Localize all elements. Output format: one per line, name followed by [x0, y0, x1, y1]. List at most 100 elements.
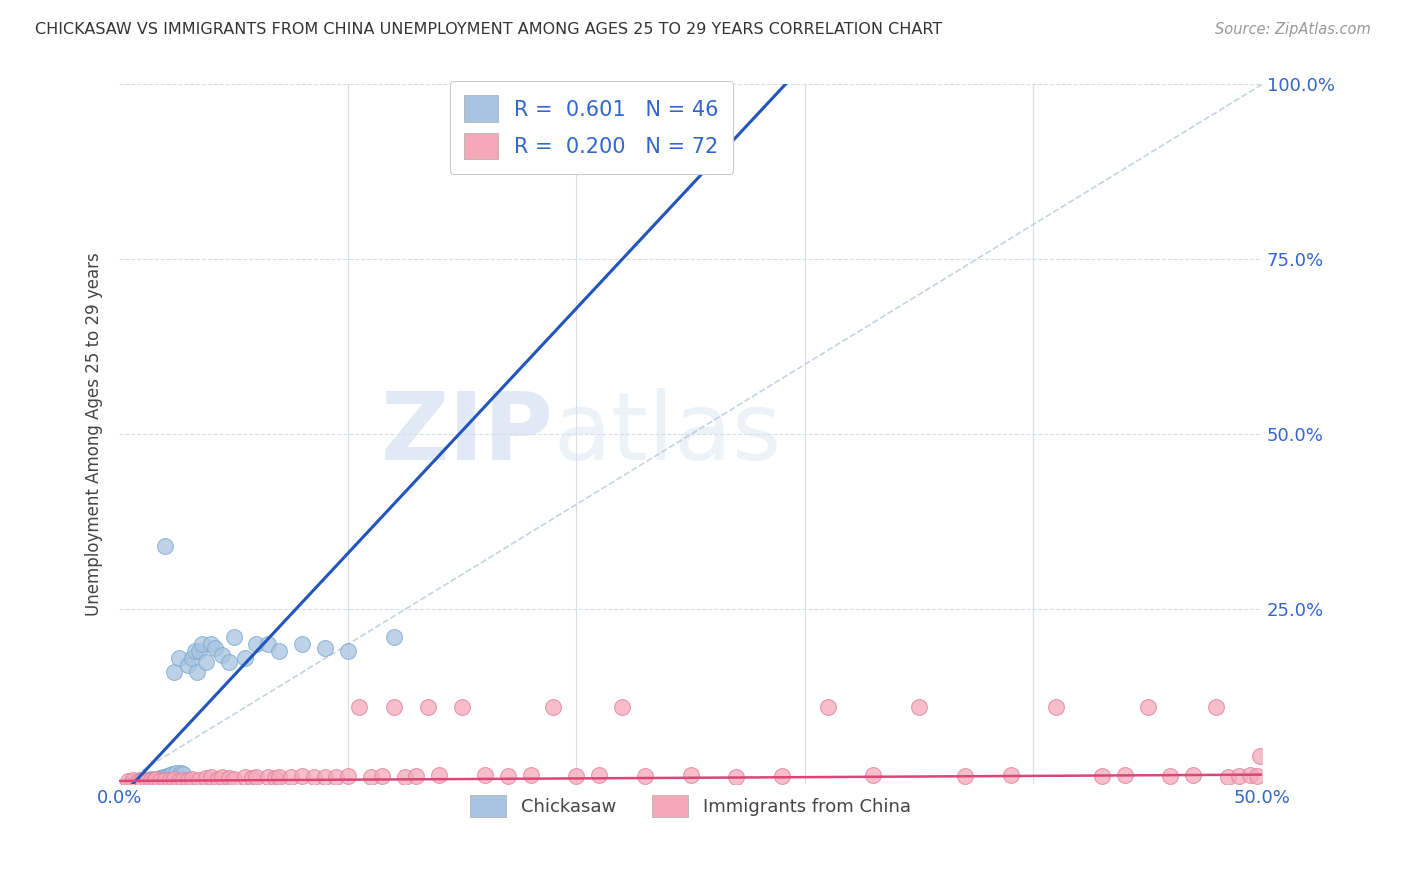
Point	[127, 774, 149, 789]
Point	[156, 769, 179, 783]
Point	[360, 770, 382, 784]
Point	[245, 770, 267, 784]
Point	[181, 772, 204, 786]
Point	[120, 774, 142, 789]
Y-axis label: Unemployment Among Ages 25 to 29 years: Unemployment Among Ages 25 to 29 years	[86, 252, 103, 616]
Point	[172, 772, 194, 787]
Point	[269, 644, 291, 658]
Point	[142, 773, 165, 788]
Point	[211, 771, 233, 785]
Point	[1114, 768, 1136, 782]
Point	[127, 773, 149, 788]
Point	[188, 644, 211, 658]
Point	[163, 665, 186, 680]
Text: atlas: atlas	[554, 388, 782, 481]
Point	[862, 768, 884, 782]
Point	[167, 773, 190, 788]
Point	[1045, 700, 1067, 714]
Point	[263, 771, 285, 785]
Point	[256, 771, 278, 785]
Point	[382, 700, 405, 714]
Point	[427, 768, 450, 782]
Point	[302, 771, 325, 785]
Point	[146, 772, 169, 786]
Point	[347, 700, 370, 714]
Point	[181, 651, 204, 665]
Point	[172, 767, 194, 781]
Point	[405, 769, 427, 783]
Point	[124, 775, 146, 789]
Point	[222, 772, 245, 786]
Point	[142, 773, 165, 788]
Point	[200, 771, 222, 785]
Point	[543, 700, 565, 714]
Point	[371, 769, 394, 783]
Point	[153, 771, 176, 785]
Point	[588, 768, 610, 782]
Point	[1182, 768, 1205, 782]
Point	[314, 640, 336, 655]
Point	[145, 772, 167, 787]
Point	[131, 772, 153, 787]
Point	[634, 769, 657, 783]
Text: CHICKASAW VS IMMIGRANTS FROM CHINA UNEMPLOYMENT AMONG AGES 25 TO 29 YEARS CORREL: CHICKASAW VS IMMIGRANTS FROM CHINA UNEMP…	[35, 22, 942, 37]
Point	[1239, 768, 1261, 782]
Point	[165, 766, 187, 780]
Point	[336, 769, 359, 783]
Point	[128, 774, 150, 789]
Point	[233, 771, 256, 785]
Point	[122, 773, 145, 788]
Point	[170, 765, 193, 780]
Point	[183, 644, 205, 658]
Point	[314, 770, 336, 784]
Point	[131, 773, 153, 788]
Point	[159, 767, 181, 781]
Point	[325, 771, 347, 785]
Point	[240, 771, 263, 785]
Point	[725, 770, 748, 784]
Point	[160, 767, 183, 781]
Point	[451, 700, 474, 714]
Point	[1249, 749, 1271, 764]
Point	[138, 772, 160, 787]
Point	[195, 771, 218, 785]
Point	[149, 773, 172, 788]
Point	[1091, 769, 1114, 783]
Point	[177, 773, 200, 788]
Point	[152, 771, 174, 785]
Point	[153, 772, 176, 787]
Point	[1205, 700, 1227, 714]
Text: Source: ZipAtlas.com: Source: ZipAtlas.com	[1215, 22, 1371, 37]
Point	[1227, 769, 1250, 783]
Point	[117, 773, 139, 788]
Point	[336, 644, 359, 658]
Point	[291, 769, 314, 783]
Point	[233, 651, 256, 665]
Point	[207, 772, 229, 786]
Point	[211, 648, 233, 662]
Point	[190, 637, 212, 651]
Point	[163, 772, 186, 786]
Point	[1159, 769, 1181, 783]
Point	[770, 769, 793, 783]
Point	[200, 637, 222, 651]
Point	[245, 637, 267, 651]
Point	[218, 771, 240, 785]
Point	[135, 773, 157, 788]
Point	[145, 772, 167, 786]
Point	[134, 773, 156, 788]
Point	[204, 640, 226, 655]
Point	[416, 700, 439, 714]
Point	[159, 773, 181, 788]
Point	[382, 631, 405, 645]
Point	[1216, 770, 1239, 784]
Text: ZIP: ZIP	[381, 388, 554, 481]
Legend: Chickasaw, Immigrants from China: Chickasaw, Immigrants from China	[463, 788, 918, 824]
Point	[153, 540, 176, 554]
Point	[167, 651, 190, 665]
Point	[1000, 768, 1022, 782]
Point	[1136, 700, 1159, 714]
Point	[291, 637, 314, 651]
Point	[141, 772, 163, 786]
Point	[269, 770, 291, 784]
